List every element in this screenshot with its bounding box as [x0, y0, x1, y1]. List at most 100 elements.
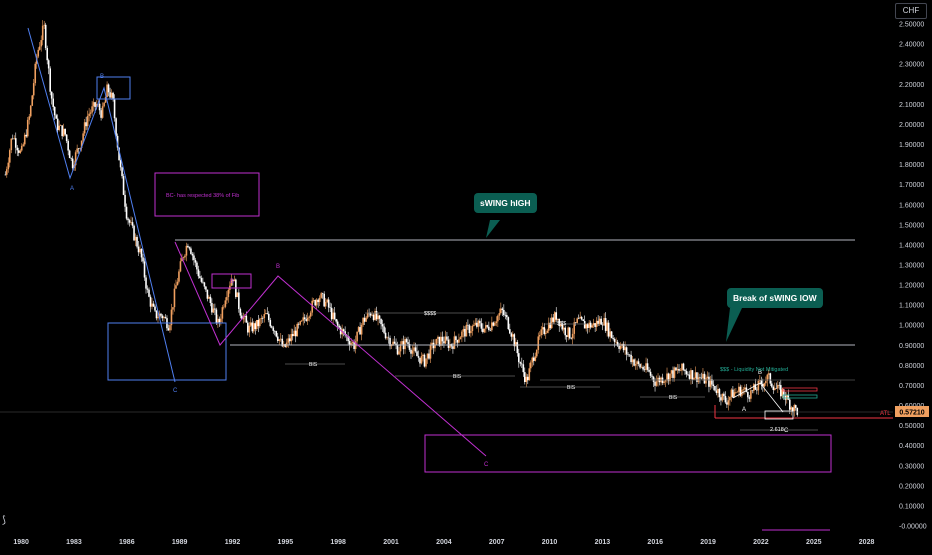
candle: [742, 389, 745, 390]
candle: [387, 337, 390, 339]
candle: [582, 319, 584, 321]
candle: [167, 328, 170, 331]
candle: [633, 359, 635, 366]
candle: [753, 384, 755, 391]
candle: [495, 321, 498, 324]
candles-layer: [4, 20, 799, 417]
bis-label-1: BIS: [309, 362, 318, 368]
candle: [425, 358, 427, 367]
candle: [525, 376, 528, 382]
candle: [612, 338, 614, 339]
candle: [125, 206, 128, 219]
candle: [53, 106, 56, 116]
candle: [706, 376, 709, 379]
candle: [190, 248, 192, 254]
candle: [744, 387, 746, 390]
candle: [664, 380, 667, 382]
candle: [727, 400, 730, 405]
currency-label[interactable]: CHF: [895, 3, 927, 19]
candle: [682, 363, 685, 370]
candle: [754, 384, 757, 390]
candle: [777, 384, 779, 389]
time-tick-label: 2019: [700, 539, 716, 546]
candle: [311, 300, 313, 313]
candle: [398, 351, 400, 355]
time-tick-label: 2004: [436, 539, 452, 546]
candle: [154, 306, 156, 311]
candle: [546, 330, 549, 333]
candle: [688, 374, 691, 379]
candle: [585, 324, 587, 329]
candle: [512, 334, 514, 337]
price-tick-label: 0.40000: [899, 443, 924, 450]
candle: [555, 312, 558, 320]
candle: [601, 324, 604, 326]
candle: [88, 113, 90, 117]
time-tick-label: 2010: [542, 539, 558, 546]
candle: [655, 381, 658, 386]
time-tick-label: 2007: [489, 539, 505, 546]
fib-label: 2.618: [770, 427, 784, 433]
candle: [718, 388, 721, 398]
candle: [714, 386, 716, 391]
candle: [92, 102, 95, 107]
candle: [392, 341, 394, 345]
candle: [336, 321, 339, 326]
candle: [303, 317, 306, 320]
candle: [480, 323, 483, 329]
break-swing-low-callout[interactable]: Break of sWING lOW: [727, 288, 823, 308]
candle: [83, 122, 86, 134]
candle: [374, 311, 376, 320]
candle: [206, 289, 209, 299]
candle: [482, 328, 484, 333]
time-tick-label: 1989: [172, 539, 188, 546]
candle: [606, 322, 608, 331]
candle: [419, 357, 421, 364]
candle: [540, 329, 543, 336]
candle: [443, 341, 445, 344]
candle: [359, 327, 361, 335]
candle: [399, 344, 402, 352]
candle: [77, 148, 80, 150]
swing-high-callout[interactable]: sWING hIGH: [474, 193, 537, 213]
candle: [191, 253, 194, 256]
candle: [43, 24, 46, 26]
candle: [98, 103, 101, 111]
candle: [775, 388, 778, 389]
candle: [170, 309, 173, 326]
time-tick-label: 2025: [806, 539, 822, 546]
candle: [558, 318, 561, 327]
time-tick-label: 2016: [647, 539, 663, 546]
time-tick-label: 1995: [278, 539, 294, 546]
candle: [172, 307, 174, 310]
candle: [720, 397, 722, 401]
wave-b-box: [96, 76, 131, 100]
price-tick-label: 0.10000: [899, 503, 924, 510]
price-tick-label: 1.10000: [899, 303, 924, 310]
candle: [405, 339, 408, 343]
candle: [101, 106, 104, 118]
wave-b-white-label: B: [758, 370, 762, 376]
candle: [766, 374, 769, 381]
candle: [618, 345, 620, 349]
zone-teal: [782, 394, 818, 399]
break-callout-tail: [726, 308, 742, 342]
candle: [305, 319, 308, 321]
wave-a-white-label: A: [742, 407, 746, 413]
wave-b-magenta-label-2: B: [276, 264, 280, 270]
candle: [44, 24, 47, 49]
price-badge: 0.57210: [899, 410, 924, 417]
price-tick-label: 2.30000: [899, 62, 924, 69]
candle: [588, 322, 590, 328]
candle: [383, 326, 385, 333]
candle: [380, 318, 382, 325]
candle: [74, 152, 77, 166]
wave-c-magenta-label: C: [484, 462, 489, 468]
candle: [13, 138, 16, 139]
candle: [220, 318, 222, 323]
candle: [209, 296, 212, 303]
candle: [214, 308, 216, 310]
candle: [267, 313, 270, 321]
